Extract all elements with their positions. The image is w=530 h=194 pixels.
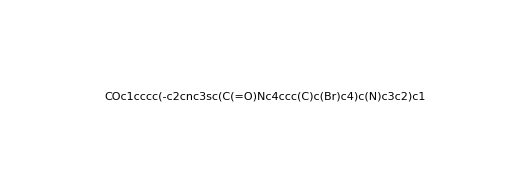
Text: COc1cccc(-c2cnc3sc(C(=O)Nc4ccc(C)c(Br)c4)c(N)c3c2)c1: COc1cccc(-c2cnc3sc(C(=O)Nc4ccc(C)c(Br)c4… [104, 92, 426, 102]
